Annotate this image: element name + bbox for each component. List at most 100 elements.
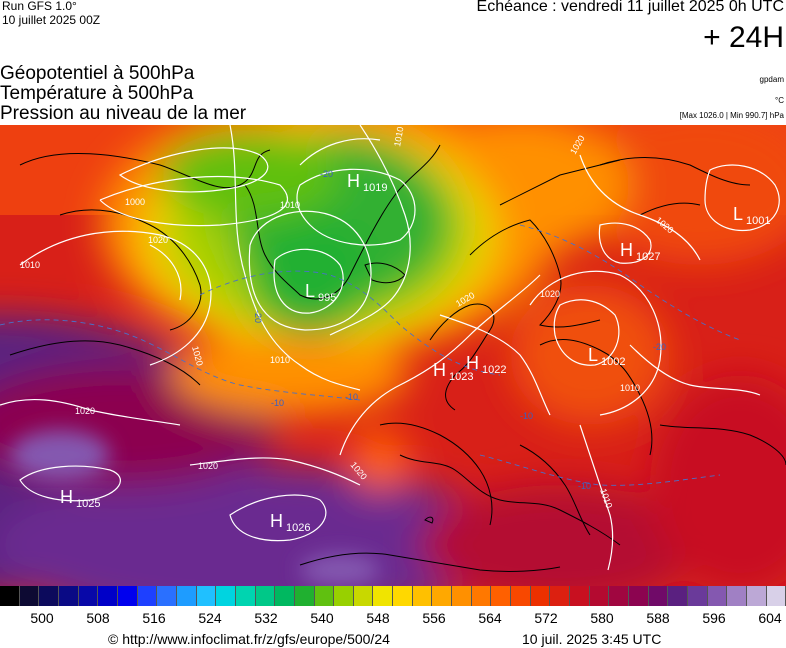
pressure-centers: H 1019 H 1027 H 1023 H 1022 H 1025 H 102… bbox=[60, 171, 770, 534]
svg-text:H: H bbox=[60, 487, 73, 507]
color-scale-swatch bbox=[687, 586, 708, 606]
color-scale-swatch bbox=[98, 586, 118, 606]
high-pressure-center: H 1026 bbox=[270, 511, 310, 534]
color-scale-swatch bbox=[19, 586, 40, 606]
geopotential-field bbox=[0, 125, 786, 586]
color-scale-tick: 588 bbox=[646, 610, 670, 626]
color-scale-tick: 556 bbox=[422, 610, 446, 626]
isobar-label: 1020 bbox=[198, 461, 218, 471]
color-scale-swatch bbox=[668, 586, 688, 606]
color-scale-swatch bbox=[393, 586, 413, 606]
isobar-label: 1020 bbox=[148, 235, 168, 245]
high-pressure-center: H 1027 bbox=[620, 240, 660, 263]
color-scale-tick: 564 bbox=[478, 610, 502, 626]
color-scale-swatch bbox=[373, 586, 394, 606]
high-pressure-center: H 1023 bbox=[433, 360, 473, 383]
high-pressure-center: H 1025 bbox=[60, 487, 100, 510]
run-date: 10 juillet 2025 00Z bbox=[2, 13, 101, 27]
color-scale-tick: 596 bbox=[702, 610, 726, 626]
low-pressure-center: L 1002 bbox=[588, 345, 625, 368]
low-pressure-center: L 1001 bbox=[733, 204, 770, 227]
color-scale-swatch bbox=[550, 586, 571, 606]
color-scale-swatch bbox=[471, 586, 492, 606]
svg-text:1026: 1026 bbox=[286, 522, 310, 534]
color-scale-tick: 572 bbox=[534, 610, 558, 626]
color-scale-swatch bbox=[58, 586, 79, 606]
color-scale-swatch bbox=[255, 586, 276, 606]
isobar-label: 1010 bbox=[392, 126, 405, 147]
color-scale-swatch bbox=[294, 586, 315, 606]
color-scale-swatch bbox=[452, 586, 472, 606]
isobars bbox=[0, 125, 780, 571]
high-pressure-center: H 1022 bbox=[466, 353, 506, 376]
color-scale-swatch bbox=[196, 586, 217, 606]
svg-text:L: L bbox=[305, 281, 315, 301]
isobar-label: 1010 bbox=[20, 260, 40, 270]
color-scale-swatch bbox=[746, 586, 767, 606]
color-scale-tick: 508 bbox=[86, 610, 110, 626]
temperature-label: -10 bbox=[520, 411, 533, 421]
color-scale-swatch bbox=[432, 586, 453, 606]
isobar-label: 1020 bbox=[75, 406, 95, 416]
color-scale-swatch bbox=[353, 586, 374, 606]
source-url: © http://www.infoclimat.fr/z/gfs/europe/… bbox=[108, 631, 390, 647]
color-scale-swatch bbox=[275, 586, 295, 606]
temperature-isotherms bbox=[0, 224, 741, 486]
svg-text:1019: 1019 bbox=[363, 182, 387, 194]
color-scale-tick: 580 bbox=[590, 610, 614, 626]
svg-text:H: H bbox=[270, 511, 283, 531]
temperature-label: -10 bbox=[345, 392, 358, 402]
isobar-label: 1010 bbox=[620, 383, 640, 393]
color-scale-swatch bbox=[235, 586, 256, 606]
color-scale-swatch bbox=[176, 586, 197, 606]
color-scale-swatch bbox=[0, 586, 20, 606]
svg-text:1002: 1002 bbox=[601, 356, 625, 368]
svg-text:1001: 1001 bbox=[746, 215, 770, 227]
svg-text:H: H bbox=[433, 360, 446, 380]
color-scale-swatch bbox=[609, 586, 629, 606]
color-scale-swatch bbox=[511, 586, 531, 606]
low-pressure-center: L 995 bbox=[305, 281, 336, 304]
color-scale-tick: 500 bbox=[30, 610, 54, 626]
color-scale-bar bbox=[0, 586, 786, 606]
color-scale-swatch bbox=[314, 586, 335, 606]
color-scale-swatch bbox=[137, 586, 158, 606]
coastlines bbox=[9, 144, 786, 572]
color-scale-swatch bbox=[216, 586, 236, 606]
color-scale-swatch bbox=[334, 586, 354, 606]
color-scale-swatch bbox=[412, 586, 433, 606]
weather-map: H 1019 H 1027 H 1023 H 1022 H 1025 H 102… bbox=[0, 125, 786, 586]
color-scale-swatch bbox=[629, 586, 649, 606]
color-scale-tick: 532 bbox=[254, 610, 278, 626]
svg-text:1027: 1027 bbox=[636, 251, 660, 263]
run-title: Run GFS 1.0° bbox=[2, 0, 77, 13]
high-pressure-center: H 1019 bbox=[347, 171, 387, 194]
lead-time: + 24H bbox=[703, 21, 784, 54]
temperature-label: -10 bbox=[578, 481, 591, 491]
layer-title-pressure: Pression au niveau de la mer bbox=[0, 103, 247, 124]
color-scale-swatch bbox=[707, 586, 728, 606]
color-scale-swatch bbox=[570, 586, 590, 606]
color-scale-tick: 604 bbox=[758, 610, 782, 626]
unit-temperature: °C bbox=[775, 96, 784, 105]
svg-text:L: L bbox=[733, 204, 743, 224]
color-scale-swatch bbox=[648, 586, 669, 606]
color-scale-tick: 524 bbox=[198, 610, 222, 626]
layer-title-geopotential: Géopotentiel à 500hPa bbox=[0, 63, 195, 84]
isobar-label: 1000 bbox=[125, 197, 145, 207]
svg-text:1025: 1025 bbox=[76, 498, 100, 510]
color-scale-tick: 516 bbox=[142, 610, 166, 626]
color-scale-swatch bbox=[727, 586, 747, 606]
svg-text:H: H bbox=[347, 171, 360, 191]
svg-text:1023: 1023 bbox=[449, 371, 473, 383]
color-scale-swatch bbox=[589, 586, 610, 606]
isobar-label: 1010 bbox=[280, 200, 300, 210]
svg-text:H: H bbox=[620, 240, 633, 260]
pressure-range: [Max 1026.0 | Min 990.7] hPa bbox=[679, 111, 784, 120]
svg-text:1022: 1022 bbox=[482, 364, 506, 376]
temperature-label: -20 bbox=[320, 169, 333, 179]
temperature-label: -20 bbox=[653, 342, 666, 352]
color-scale-tick: 548 bbox=[366, 610, 390, 626]
color-scale-swatch bbox=[530, 586, 551, 606]
forecast-valid-time: Echéance : vendredi 11 juillet 2025 0h U… bbox=[476, 0, 784, 15]
